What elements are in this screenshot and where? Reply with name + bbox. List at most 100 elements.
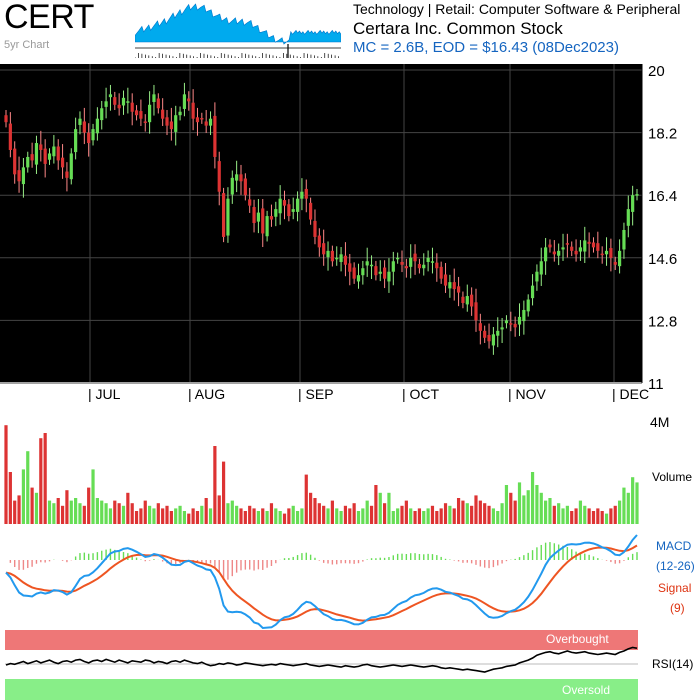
candle-up	[465, 296, 469, 305]
volume-bar	[52, 503, 56, 524]
candle-up	[522, 309, 526, 322]
candle-down	[130, 102, 134, 112]
candle-up	[26, 156, 30, 168]
candle-up	[104, 101, 108, 107]
volume-bar	[570, 511, 574, 524]
signal-params-label: (9)	[670, 601, 685, 615]
volume-bar	[509, 492, 513, 524]
candle-down	[548, 244, 552, 248]
volume-bar	[483, 503, 487, 524]
volume-bar	[378, 492, 382, 524]
candle-down	[570, 246, 574, 251]
candle-down	[248, 199, 252, 206]
price-y-tick: 16.4	[648, 188, 677, 205]
volume-bar	[269, 503, 274, 524]
volume-bar	[496, 511, 500, 524]
volume-bar	[56, 498, 60, 524]
candle-up	[583, 240, 587, 252]
volume-bar	[335, 508, 339, 524]
volume-bar	[478, 500, 482, 524]
volume-bar	[456, 498, 461, 524]
candle-down	[169, 121, 173, 130]
volume-bar	[152, 508, 156, 524]
candle-down	[221, 193, 226, 237]
volume-bar	[82, 505, 86, 524]
candle-up	[530, 285, 535, 299]
volume-bar	[300, 508, 304, 524]
volume-bar	[47, 500, 52, 524]
volume-bar	[613, 505, 617, 524]
candle-up	[174, 115, 178, 132]
candle-down	[261, 208, 265, 234]
volume-bar	[565, 505, 569, 524]
price-y-tick: 18.2	[648, 126, 677, 143]
volume-bar	[130, 503, 134, 524]
candle-up	[95, 118, 99, 134]
candle-down	[343, 255, 348, 265]
candle-down	[239, 174, 243, 182]
candle-down	[574, 250, 578, 255]
candle-down	[552, 251, 556, 255]
candle-down	[200, 117, 204, 120]
volume-bar	[487, 505, 491, 524]
price-y-tick: 12.8	[648, 313, 677, 330]
volume-bar	[139, 508, 143, 524]
volume-bar	[304, 474, 308, 524]
volume-bar	[161, 508, 165, 524]
price-y-tick: 20	[648, 63, 665, 80]
volume-bar	[256, 511, 260, 524]
candle-down	[400, 261, 404, 265]
volume-bar	[396, 508, 400, 524]
volume-bar	[100, 500, 104, 524]
candle-up	[361, 268, 365, 276]
candle-up	[500, 327, 504, 330]
volume-bar	[230, 500, 234, 524]
candle-up	[108, 94, 113, 98]
sector-label: Technology | Retail: Computer Software &…	[353, 1, 681, 17]
volume-bar	[191, 508, 195, 524]
candle-up	[526, 299, 530, 312]
candle-up	[409, 257, 413, 267]
candle-down	[39, 144, 43, 150]
volume-bar	[474, 495, 478, 524]
volume-bar	[39, 438, 43, 524]
volume-bar	[34, 492, 39, 524]
candle-up	[557, 250, 561, 256]
volume-bar	[65, 490, 69, 524]
volume-bar	[365, 500, 369, 524]
volume-bar	[291, 505, 295, 524]
volume-bar	[491, 508, 495, 524]
volume-bar	[439, 508, 443, 524]
candle-down	[217, 161, 221, 192]
candle-down	[413, 253, 417, 262]
volume-bar	[526, 490, 530, 524]
volume-bar	[400, 505, 404, 524]
volume-bar	[435, 511, 439, 524]
candle-up	[326, 250, 330, 258]
candle-up	[78, 118, 82, 125]
candle-up	[121, 97, 126, 106]
volume-bar	[322, 505, 326, 524]
candle-up	[617, 250, 622, 267]
macd-line	[5, 534, 638, 630]
candle-up	[256, 212, 260, 222]
volume-bar	[309, 492, 313, 524]
volume-bar	[426, 508, 430, 524]
volume-bar	[409, 508, 413, 524]
volume-bar	[452, 508, 456, 524]
candle-up	[100, 108, 104, 121]
volume-bar	[544, 500, 548, 524]
volume-bar	[182, 511, 187, 524]
candle-up	[544, 247, 548, 262]
volume-bar	[17, 495, 21, 524]
candle-down	[43, 148, 47, 164]
candle-up	[339, 254, 343, 262]
volume-bar	[221, 461, 226, 524]
volume-bar	[243, 511, 247, 524]
candle-up	[278, 198, 282, 214]
volume-bar	[465, 503, 469, 524]
candle-up	[635, 194, 639, 196]
candle-down	[404, 266, 408, 269]
candle-down	[600, 253, 604, 256]
month-tick: | NOV	[508, 386, 547, 402]
